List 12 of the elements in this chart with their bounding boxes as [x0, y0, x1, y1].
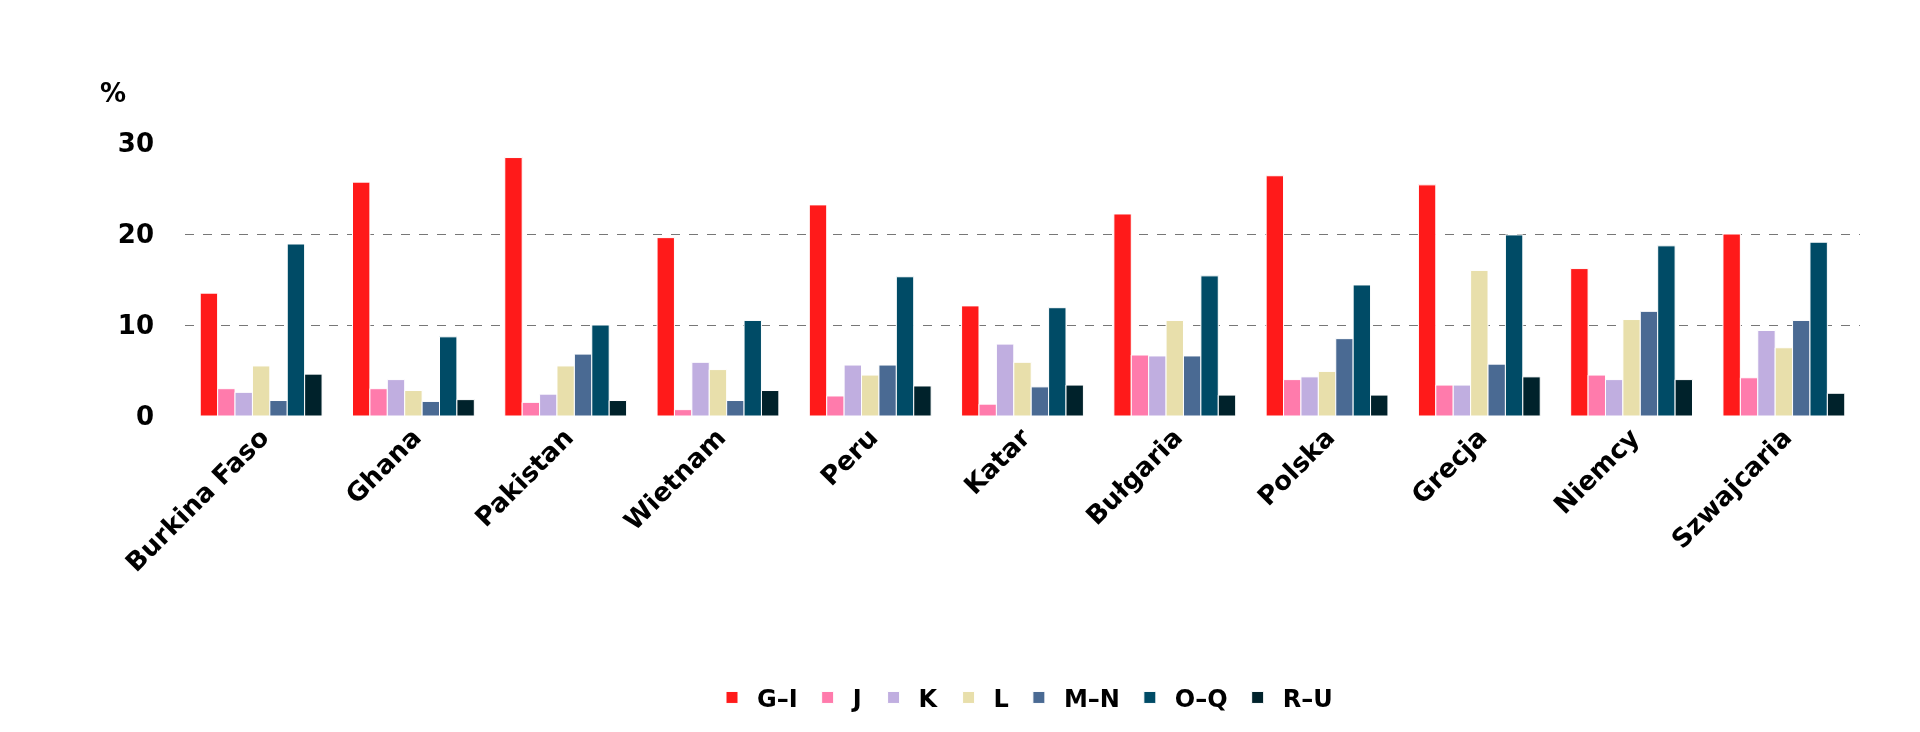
- legend-label: G–I: [757, 684, 798, 713]
- legend-label: J: [850, 684, 862, 713]
- legend-label: R–U: [1282, 684, 1333, 713]
- legend-label: M–N: [1063, 684, 1120, 713]
- y-tick-label: 0: [135, 401, 154, 432]
- y-axis-title: %: [100, 78, 127, 108]
- y-tick-label: 10: [117, 310, 154, 341]
- legend-label: K: [918, 684, 939, 713]
- y-tick-label: 30: [117, 128, 154, 159]
- legend-label: L: [993, 684, 1009, 713]
- legend-label: O–Q: [1174, 684, 1228, 713]
- y-tick-label: 20: [117, 219, 154, 250]
